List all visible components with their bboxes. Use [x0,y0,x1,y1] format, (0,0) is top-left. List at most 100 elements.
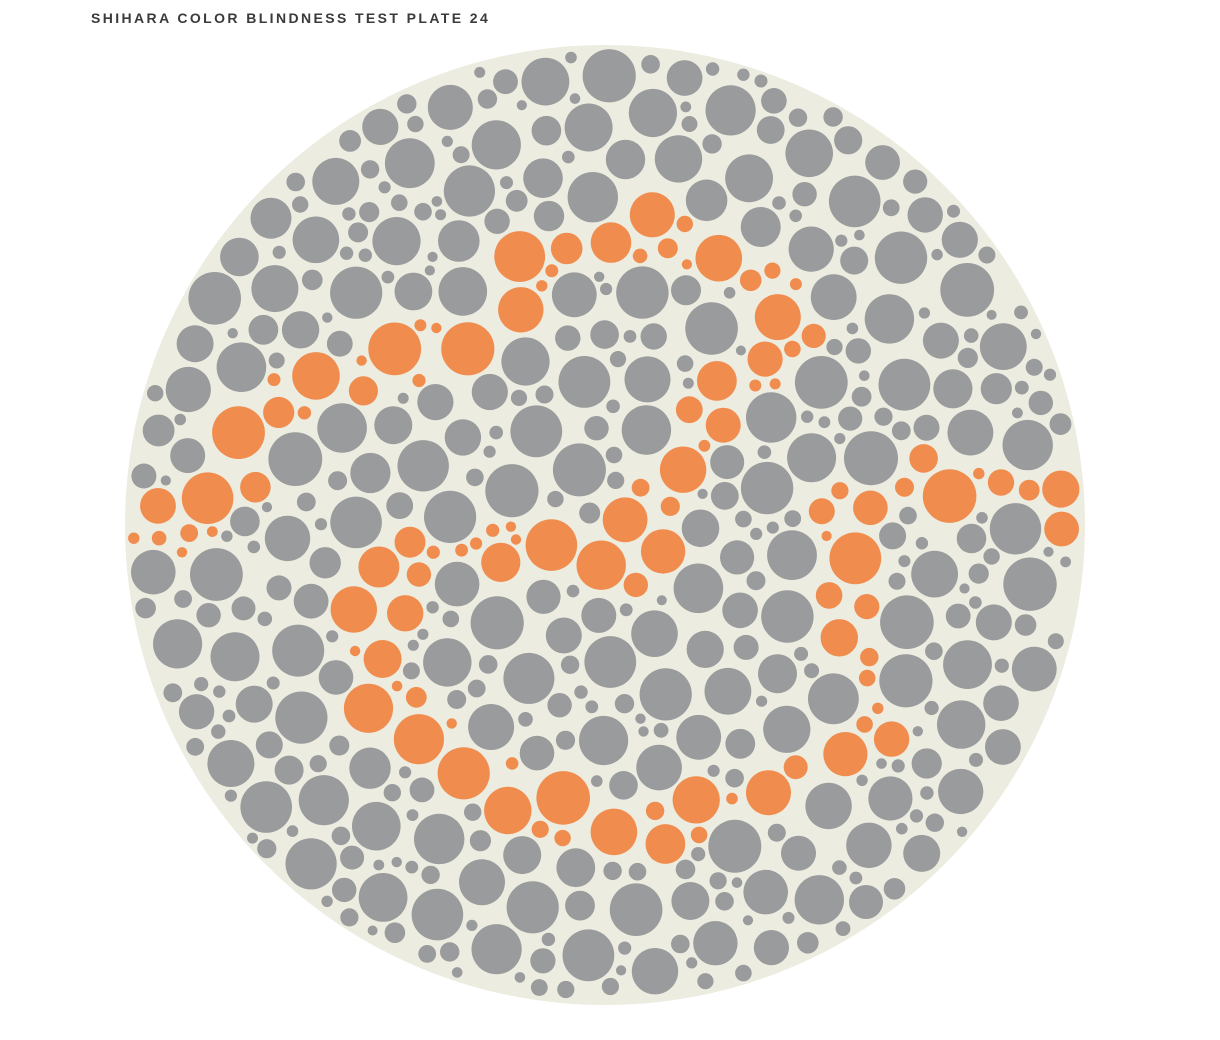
background-dot [421,865,440,885]
background-dot [196,603,221,628]
background-dot [533,200,565,232]
background-dot [268,352,285,369]
figure-dot [987,469,1015,496]
background-dot [362,108,399,145]
background-dot [188,272,241,325]
figure-dot [676,215,693,233]
background-dot [640,323,667,350]
figure-dot [739,269,762,292]
background-dot [372,217,421,266]
background-dot [621,405,672,455]
background-dot [876,758,887,769]
figure-dot [815,582,843,609]
background-dot [805,782,852,830]
figure-dot [831,482,849,500]
background-dot [761,590,814,643]
background-dot [956,826,968,837]
background-dot [826,338,843,356]
background-dot [417,384,454,421]
figure-dot [645,801,665,821]
background-dot [725,154,773,203]
background-dot [584,636,637,688]
background-dot [912,726,923,737]
background-dot [579,715,629,766]
figure-dot [498,287,544,333]
background-dot [296,492,316,512]
background-dot [891,759,905,773]
background-dot [772,196,786,210]
background-dot [794,356,848,409]
background-dot [922,322,959,359]
background-dot [676,355,694,372]
background-dot [888,572,906,590]
background-dot [328,471,348,491]
background-dot [722,592,758,629]
background-dot [451,967,463,978]
figure-dot [525,519,578,571]
background-dot [230,506,260,537]
background-dot [309,547,341,579]
background-dot [257,611,273,627]
background-dot [835,234,848,247]
background-dot [348,222,369,243]
figure-dot [394,526,426,558]
background-dot [631,948,679,995]
background-dot [176,325,214,363]
background-dot [423,638,472,687]
figure-dot [690,826,708,844]
background-dot [407,115,424,133]
figure-dot [1044,511,1079,547]
background-dot [414,813,465,865]
figure-dot [554,829,571,847]
background-dot [452,146,470,164]
background-dot [746,392,797,443]
figure-dot [297,406,312,420]
background-dot [941,221,978,258]
background-dot [792,182,817,207]
background-dot [510,389,528,406]
background-dot [697,488,708,499]
background-dot [560,655,580,674]
background-dot [330,266,383,319]
background-dot [535,385,554,404]
background-dot [541,932,556,947]
background-dot [720,540,755,575]
background-dot [248,314,279,345]
figure-dot [481,542,521,583]
background-dot [384,138,435,189]
background-dot [750,527,763,540]
background-dot [619,603,633,617]
background-dot [160,475,171,486]
background-dot [332,877,357,903]
background-dot [763,705,811,753]
background-dot [603,861,622,881]
figure-dot [820,619,858,657]
background-dot [743,869,788,915]
background-dot [980,373,1012,405]
background-dot [485,464,539,518]
figure-dot [801,323,826,348]
background-dot [705,62,720,76]
background-dot [681,509,720,548]
background-dot [849,885,883,919]
figure-dot [631,478,650,497]
background-dot [846,322,859,335]
background-dot [565,51,577,64]
figure-dot [645,824,686,864]
background-dot [710,445,745,480]
background-dot [880,595,934,649]
background-dot [257,839,277,859]
background-dot [879,522,907,550]
background-dot [340,845,365,870]
figure-dot [823,732,868,777]
background-dot [558,356,611,408]
background-dot [883,878,906,900]
background-dot [547,490,564,508]
background-dot [211,724,226,739]
background-dot [680,101,692,113]
background-dot [801,410,814,423]
figure-dot [746,770,791,816]
background-dot [131,549,176,595]
background-dot [656,595,667,606]
background-dot [1025,358,1043,376]
